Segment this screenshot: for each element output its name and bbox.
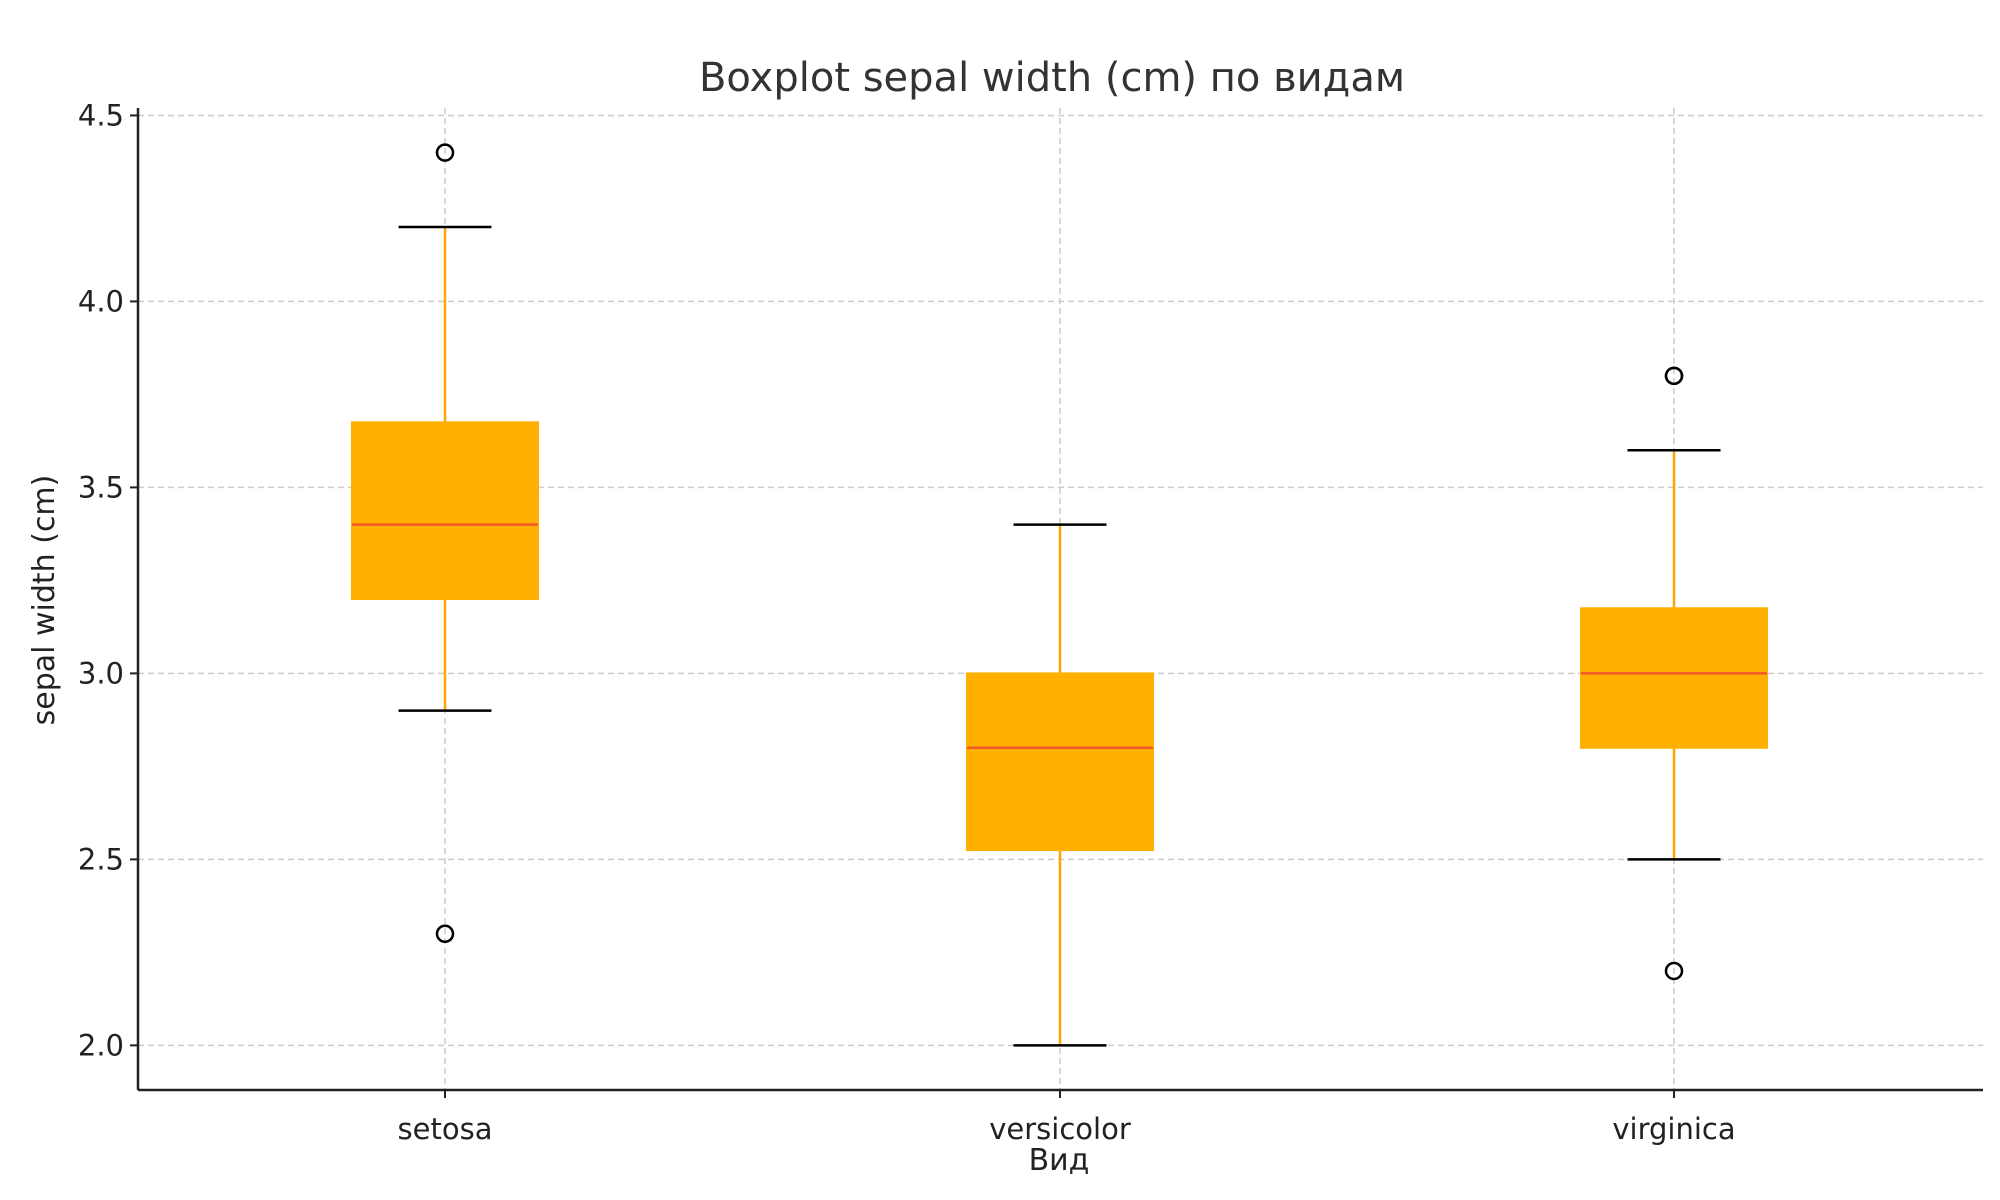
axes-layer: 2.0 2.5 3.0 3.5 4.0 4.5 setosa versicolor virgin… [78, 98, 1983, 1146]
outlier-point [1664, 961, 1684, 981]
iqr-box [351, 421, 539, 600]
boxes-layer [351, 143, 1768, 1047]
y-tick-label: 3.5 [78, 470, 124, 504]
box-setosa [351, 143, 539, 944]
outlier-point [1664, 366, 1684, 386]
y-axis-label: sepal width (cm) [27, 475, 62, 726]
y-tick-label: 2.0 [78, 1028, 124, 1062]
iqr-box [966, 672, 1154, 852]
box-virginica [1580, 366, 1768, 981]
x-tick-label-setosa: setosa [398, 1112, 493, 1146]
y-tick-label: 3.0 [78, 656, 124, 690]
box-versicolor [966, 523, 1154, 1047]
iqr-box [1580, 607, 1768, 749]
y-tick-label: 2.5 [78, 842, 124, 876]
y-tick-label: 4.0 [78, 284, 124, 318]
outlier-point [435, 143, 455, 162]
y-tick-label: 4.5 [78, 98, 124, 132]
x-axis-label: Вид [1029, 1143, 1090, 1178]
x-tick-label-versicolor: versicolor [989, 1112, 1131, 1146]
outlier-point [435, 924, 455, 944]
chart-title: Boxplot sepal width (cm) по видам [699, 55, 1405, 101]
x-tick-label-virginica: virginica [1612, 1112, 1735, 1146]
